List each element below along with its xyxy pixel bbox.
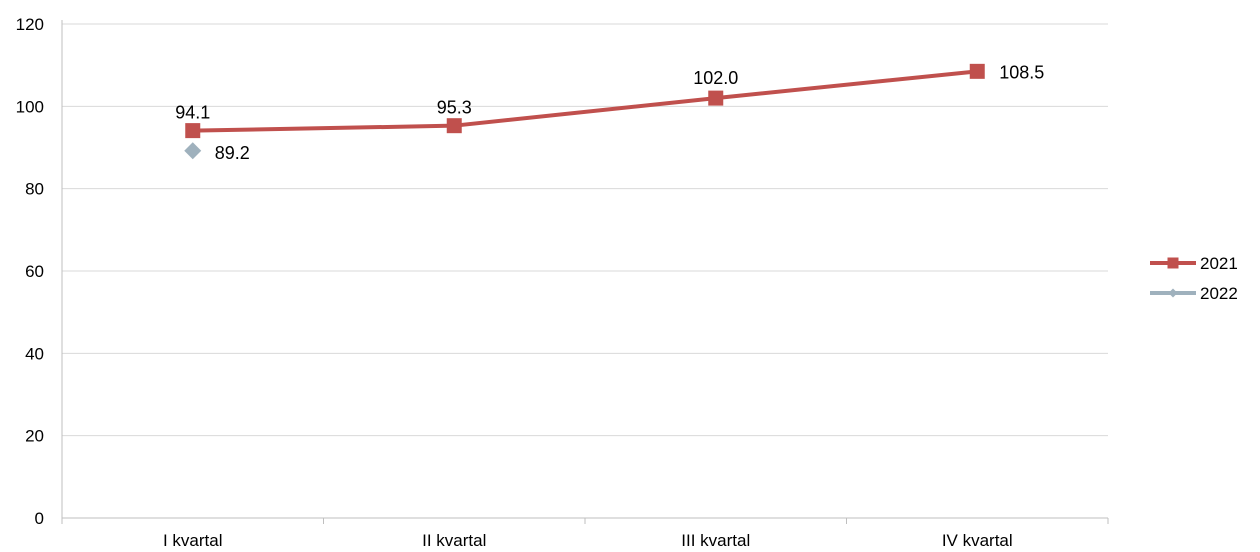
gridlines [62,23,1108,437]
x-tick-label: III kvartal [681,531,750,550]
data-point [184,142,202,160]
y-tick-label: 120 [16,15,44,34]
series-line-2021 [192,69,978,133]
legend-item-2022: 2022 [1150,284,1238,303]
y-axis: 0 20 40 60 80 100 120 [16,15,63,528]
x-tick-label: I kvartal [163,531,223,550]
legend-label: 2022 [1200,284,1238,303]
data-point [708,90,724,106]
data-point [969,63,985,79]
series-layer [184,63,985,160]
legend-marker [1168,288,1178,298]
x-axis: I kvartal II kvartal III kvartal IV kvartal [61,517,1109,550]
y-tick-label: 20 [25,427,44,446]
series-2022 [184,142,202,160]
data-label: 102.0 [693,68,738,88]
data-point [185,123,201,139]
x-tick-label: II kvartal [422,531,486,550]
y-tick-label: 100 [16,97,44,116]
legend: 2021 2022 [1150,254,1238,303]
series-2021 [185,63,985,139]
legend-marker [1167,257,1179,269]
data-label: 95.3 [437,98,472,118]
data-label: 94.1 [175,103,210,123]
y-tick-label: 80 [25,180,44,199]
data-label: 108.5 [999,62,1044,82]
legend-item-2021: 2021 [1150,254,1238,273]
data-label: 89.2 [215,143,250,163]
legend-label: 2021 [1200,254,1238,273]
x-tick-label: IV kvartal [942,531,1013,550]
y-tick-label: 40 [25,344,44,363]
data-labels: 94.1 95.3 102.0 108.5 89.2 [175,62,1044,162]
data-point [446,118,462,134]
y-tick-label: 0 [35,509,44,528]
y-tick-label: 60 [25,262,44,281]
